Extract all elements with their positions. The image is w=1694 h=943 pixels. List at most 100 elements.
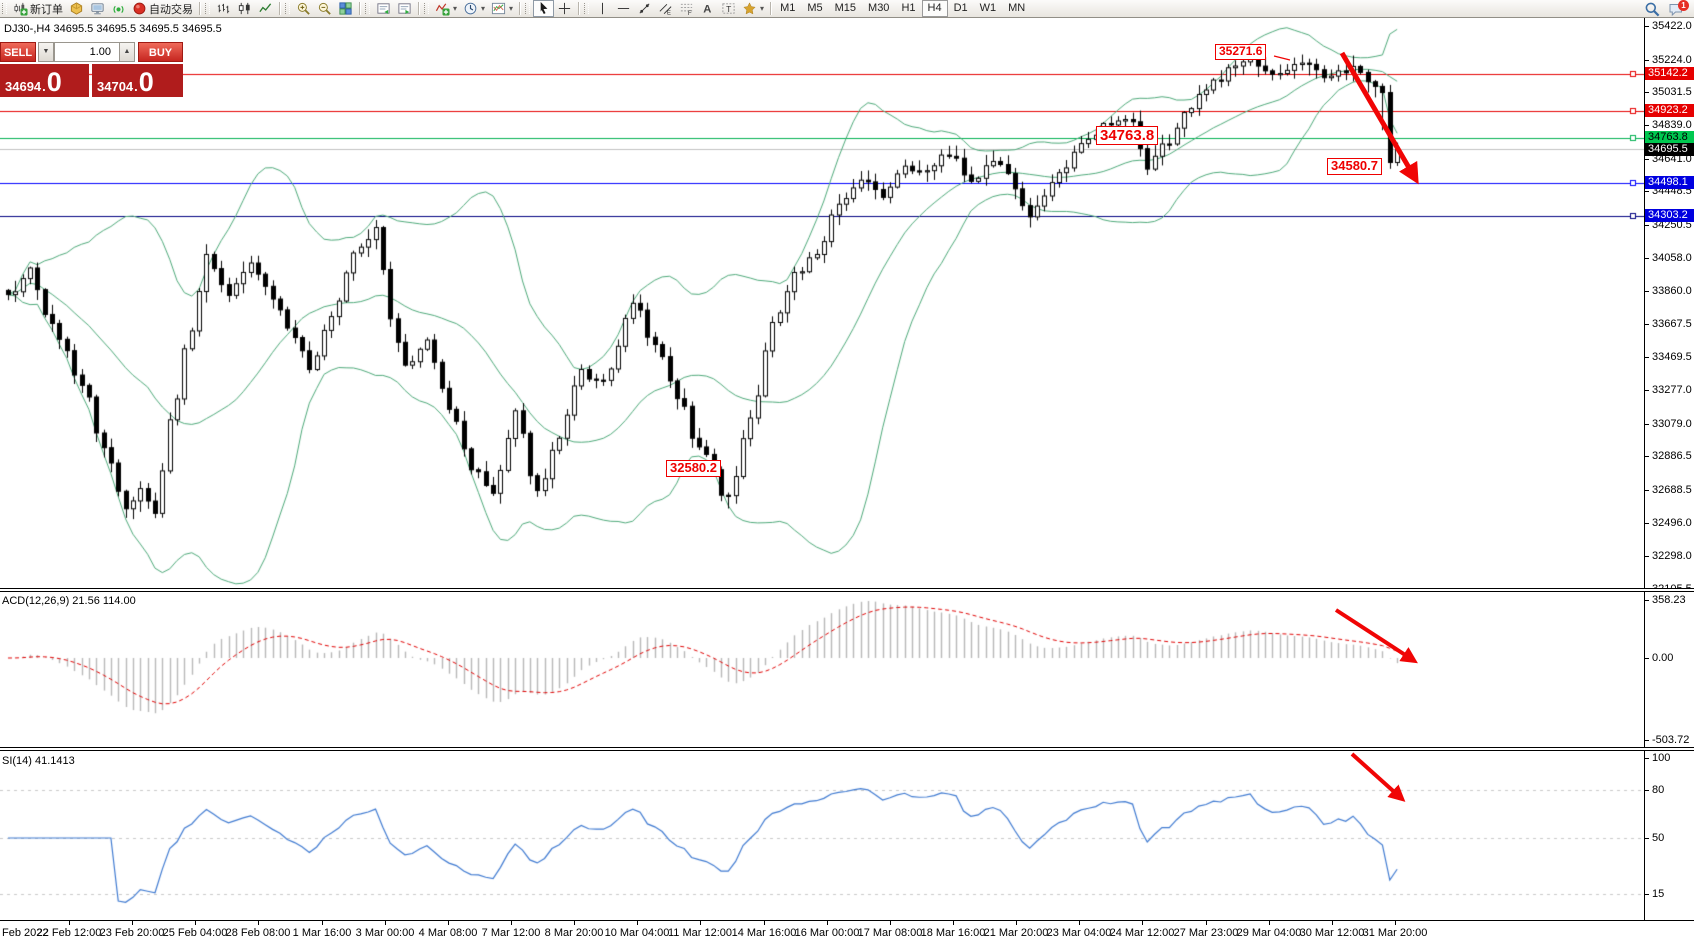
price-axis-tick-label: 32688.5	[1652, 484, 1692, 496]
volume-input[interactable]: 1.00	[54, 42, 120, 62]
time-axis-label: 29 Mar 04:00	[1236, 927, 1302, 939]
time-axis-label: 14 Mar 16:00	[731, 927, 797, 939]
sell-price-display[interactable]: 34694. 0	[0, 64, 89, 97]
price-annotation-label[interactable]: 35271.6	[1215, 44, 1267, 60]
chart-bars-button[interactable]	[213, 0, 234, 17]
periods-button[interactable]: ▾	[460, 0, 488, 17]
chart-title: DJ30-,H4 34695.5 34695.5 34695.5 34695.5	[4, 23, 222, 35]
profile-prev-button[interactable]	[373, 0, 394, 17]
toolbar-grip[interactable]	[205, 3, 210, 14]
time-axis-label: 17 Mar 08:00	[857, 927, 923, 939]
timeframe-h4-button[interactable]: H4	[921, 0, 948, 17]
time-axis-tick	[574, 921, 575, 925]
new-order-button[interactable]: 新订单	[10, 0, 66, 17]
vline-icon	[595, 1, 610, 16]
indicator-axis-tick	[1645, 658, 1649, 659]
toolbar-grip[interactable]	[2, 3, 7, 14]
autotrade-icon	[132, 1, 147, 16]
fibonacci-icon: F	[679, 1, 694, 16]
crosshair-button[interactable]	[554, 0, 575, 17]
timeframe-m15-button[interactable]: M15	[834, 2, 857, 14]
buy-price-display[interactable]: 34704. 0	[92, 64, 183, 97]
timeframe-m30-button[interactable]: M30	[868, 2, 890, 14]
time-axis-tick	[322, 921, 323, 925]
channel-button[interactable]: E	[655, 0, 676, 17]
vline-button[interactable]	[592, 0, 613, 17]
chart-line-button[interactable]	[255, 0, 276, 17]
text-button[interactable]: A	[697, 0, 718, 17]
templates-button[interactable]: ▾	[488, 0, 516, 17]
svg-text:F: F	[688, 10, 692, 16]
price-axis-tick	[1645, 258, 1649, 259]
price-axis-tick-label: 32886.5	[1652, 450, 1692, 462]
timeframe-h1-button[interactable]: H1	[901, 2, 916, 14]
price-axis-tick	[1645, 159, 1649, 160]
main-macd-splitter[interactable]	[0, 588, 1694, 592]
time-axis-label: 31 Mar 20:00	[1362, 927, 1428, 939]
price-axis-tick	[1645, 125, 1649, 126]
time-axis-label: 4 Mar 08:00	[418, 927, 478, 939]
zoom-in-button[interactable]	[293, 0, 314, 17]
tile-windows-button[interactable]	[335, 0, 356, 17]
chevron-down-icon: ▾	[760, 4, 765, 13]
cube-button[interactable]	[66, 0, 87, 17]
time-axis-tick	[258, 921, 259, 925]
price-axis-tick-label: 33469.5	[1652, 351, 1692, 363]
text-icon: A	[700, 1, 715, 16]
price-annotation-label[interactable]: 34580.7	[1327, 158, 1382, 175]
timeframe-m5-button[interactable]: M5	[807, 2, 823, 14]
shapes-button[interactable]: ▾	[739, 0, 767, 17]
time-axis-tick	[1269, 921, 1270, 925]
sell-price-main: 34694	[5, 79, 42, 94]
indicator-axis-tick	[1645, 600, 1649, 601]
time-axis-label: 23 Feb 20:00	[99, 927, 165, 939]
fibonacci-button[interactable]: F	[676, 0, 697, 17]
indicator-axis-label: -503.72	[1652, 734, 1690, 746]
signal-button[interactable]	[108, 0, 129, 17]
chart-line-icon	[258, 1, 273, 16]
price-annotation-label[interactable]: 34763.8	[1096, 126, 1159, 146]
buy-button[interactable]: BUY	[138, 42, 183, 62]
toolbar-grip[interactable]	[285, 3, 290, 14]
time-axis-tick	[1395, 921, 1396, 925]
time-axis-label: 7 Mar 12:00	[481, 927, 541, 939]
macd-indicator-canvas[interactable]	[0, 593, 1644, 747]
timeframe-mn-button[interactable]: MN	[1008, 2, 1026, 14]
sell-button[interactable]: SELL	[0, 42, 36, 62]
toolbar-grip[interactable]	[365, 3, 370, 14]
toolbar-grip[interactable]	[424, 3, 429, 14]
monitor-button[interactable]	[87, 0, 108, 17]
svg-text:E: E	[667, 10, 671, 16]
timeframe-w1-button[interactable]: W1	[979, 2, 997, 14]
timeframe-m1-button[interactable]: M1	[780, 2, 796, 14]
buy-price-main: 34704	[97, 79, 134, 94]
profile-prev-icon	[376, 1, 391, 16]
trendline-button[interactable]	[634, 0, 655, 17]
timeframe-d1-button[interactable]: D1	[953, 2, 968, 14]
price-annotation-label[interactable]: 32580.2	[666, 460, 721, 477]
price-axis-tick-label: 34839.0	[1652, 119, 1692, 131]
price-chart-canvas[interactable]	[0, 18, 1644, 588]
volume-decrease-spinner[interactable]: ▼	[38, 42, 54, 62]
zoom-out-button[interactable]	[314, 0, 335, 17]
notifications-button[interactable]: 1	[1668, 0, 1689, 17]
profile-next-button[interactable]	[394, 0, 415, 17]
toolbar-grip[interactable]	[525, 3, 531, 14]
text-label-button[interactable]: T	[718, 0, 739, 17]
indicators-button[interactable]: ▾	[432, 0, 460, 17]
price-level-badge: 34695.5	[1645, 143, 1694, 156]
macd-rsi-splitter[interactable]	[0, 747, 1694, 751]
time-axis[interactable]: Feb 2022 22 Feb 12:00 23 Feb 20:00 25 Feb 0…	[0, 920, 1694, 943]
cube-icon	[69, 1, 84, 16]
rsi-indicator-canvas[interactable]	[0, 752, 1644, 920]
autotrade-button[interactable]: 自动交易	[129, 0, 196, 17]
price-axis-tick	[1645, 390, 1649, 391]
price-axis-tick-label: 33860.0	[1652, 285, 1692, 297]
search-button[interactable]	[1644, 1, 1662, 17]
time-axis-tick	[1332, 921, 1333, 925]
volume-increase-spinner[interactable]: ▲	[119, 42, 135, 62]
toolbar-grip[interactable]	[584, 3, 590, 14]
hline-button[interactable]	[613, 0, 634, 17]
cursor-button[interactable]	[533, 0, 555, 17]
chart-candles-button[interactable]	[234, 0, 255, 17]
